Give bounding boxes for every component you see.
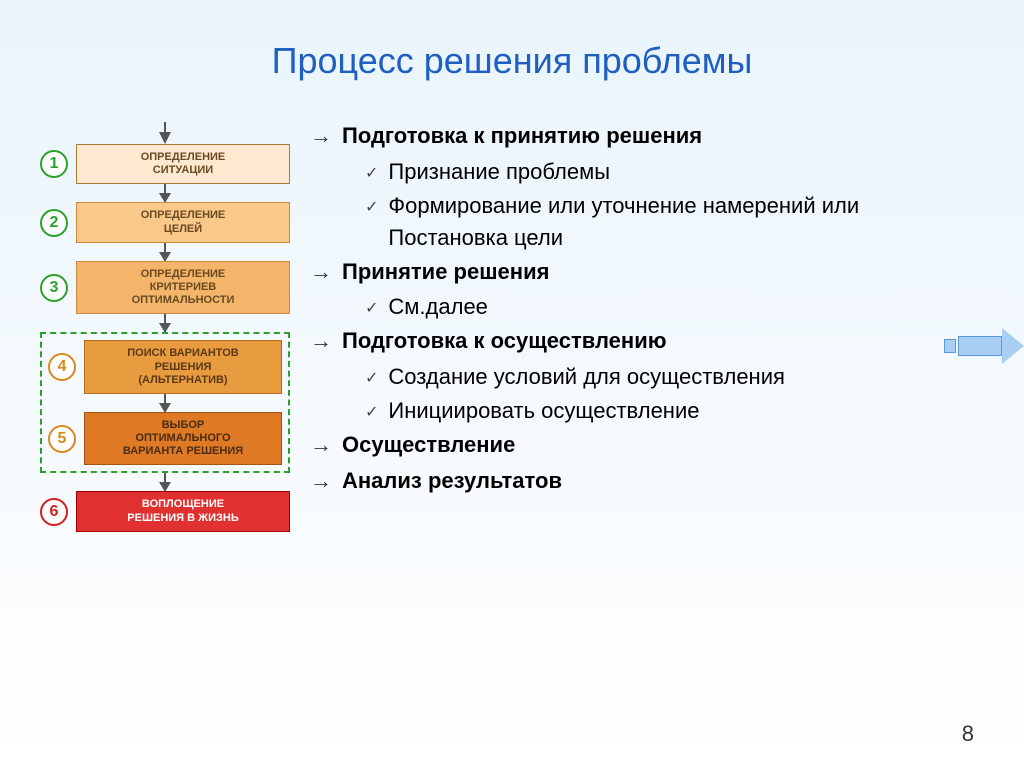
- page-number: 8: [962, 721, 974, 747]
- arrow-bullet-icon: →: [310, 325, 332, 357]
- arrow-bullet-icon: →: [310, 429, 332, 461]
- bullet-text: Осуществление: [342, 429, 515, 461]
- dashed-group: 4 ПОИСК ВАРИАНТОВ РЕШЕНИЯ (АЛЬТЕРНАТИВ) 5В…: [40, 332, 290, 473]
- bullet-lvl1: → Подготовка к принятию решения: [310, 120, 984, 152]
- bullet-lvl2: ✓ Признание проблемы: [365, 156, 984, 188]
- arrow-tail: [944, 339, 956, 353]
- flowchart: 1 ОПРЕДЕЛЕНИЕ СИТУАЦИИ 2 ОПРЕДЕЛЕНИЕ ЦЕЛЕЙ 3…: [40, 112, 290, 532]
- step-number: 5: [48, 425, 76, 453]
- flow-connector: [164, 314, 166, 332]
- step-box: ОПРЕДЕЛЕНИЕ СИТУАЦИИ: [76, 144, 290, 184]
- flow-step: 4 ПОИСК ВАРИАНТОВ РЕШЕНИЯ (АЛЬТЕРНАТИВ): [48, 340, 282, 394]
- bullet-lvl1: → Осуществление: [310, 429, 984, 461]
- bullet-text: Подготовка к осуществлению: [342, 325, 667, 357]
- bullet-lvl2: ✓ Инициировать осуществление: [365, 395, 984, 427]
- check-bullet-icon: ✓: [365, 401, 378, 424]
- flow-connector: [164, 473, 166, 491]
- bullet-lvl2: ✓ См.далее: [365, 291, 984, 323]
- slide-title: Процесс решения проблемы: [40, 40, 984, 82]
- bullet-text: Признание проблемы: [388, 156, 610, 188]
- step-box: ВЫБОР ОПТИМАЛЬНОГО ВАРИАНТА РЕШЕНИЯ: [84, 412, 282, 466]
- arrow-bullet-icon: →: [310, 120, 332, 152]
- step-box: ВОПЛОЩЕНИЕ РЕШЕНИЯ В ЖИЗНЬ: [76, 491, 290, 531]
- bullet-lvl1: → Анализ результатов: [310, 465, 984, 497]
- bullet-text: См.далее: [388, 291, 488, 323]
- arrow-shaft: [958, 336, 1002, 356]
- bullet-text: Создание условий для осуществления: [388, 361, 785, 393]
- check-bullet-icon: ✓: [365, 297, 378, 320]
- flow-connector: [164, 184, 166, 202]
- bullet-text: Подготовка к принятию решения: [342, 120, 702, 152]
- flow-step: 2 ОПРЕДЕЛЕНИЕ ЦЕЛЕЙ: [40, 202, 290, 242]
- flow-connector: [164, 243, 166, 261]
- bullet-text: Анализ результатов: [342, 465, 562, 497]
- bullet-text: Принятие решения: [342, 256, 549, 288]
- step-number: 3: [40, 274, 68, 302]
- bullet-lvl2: ✓ Формирование или уточнение намерений ил…: [365, 190, 984, 254]
- flow-step: 1 ОПРЕДЕЛЕНИЕ СИТУАЦИИ: [40, 144, 290, 184]
- step-number: 6: [40, 498, 68, 526]
- step-number: 4: [48, 353, 76, 381]
- arrow-bullet-icon: →: [310, 465, 332, 497]
- arrow-bullet-icon: →: [310, 256, 332, 288]
- check-bullet-icon: ✓: [365, 367, 378, 390]
- arrow-head: [1002, 328, 1024, 364]
- bullet-lvl1: → Подготовка к осуществлению: [310, 325, 984, 357]
- bullet-list: → Подготовка к принятию решения ✓ Признание…: [310, 112, 984, 501]
- step-box: ПОИСК ВАРИАНТОВ РЕШЕНИЯ (АЛЬТЕРНАТИВ): [84, 340, 282, 394]
- bullet-text: Формирование или уточнение намерений или…: [388, 190, 984, 254]
- next-arrow-icon: [944, 328, 1024, 364]
- step-number: 2: [40, 209, 68, 237]
- bullet-lvl1: → Принятие решения: [310, 256, 984, 288]
- slide: Процесс решения проблемы 1 ОПРЕДЕЛЕНИЕ СИ…: [0, 0, 1024, 767]
- flow-step: 6 ВОПЛОЩЕНИЕ РЕШЕНИЯ В ЖИЗНЬ: [40, 491, 290, 531]
- bullet-lvl2: ✓ Создание условий для осуществления: [365, 361, 984, 393]
- check-bullet-icon: ✓: [365, 196, 378, 219]
- step-box: ОПРЕДЕЛЕНИЕ КРИТЕРИЕВ ОПТИМАЛЬНОСТИ: [76, 261, 290, 315]
- flow-step: 3 ОПРЕДЕЛЕНИЕ КРИТЕРИЕВ ОПТИМАЛЬНОСТИ: [40, 261, 290, 315]
- step-box: ОПРЕДЕЛЕНИЕ ЦЕЛЕЙ: [76, 202, 290, 242]
- check-bullet-icon: ✓: [365, 162, 378, 185]
- flow-step: 5 ВЫБОР ОПТИМАЛЬНОГО ВАРИАНТА РЕШЕНИЯ: [48, 412, 282, 466]
- step-number: 1: [40, 150, 68, 178]
- content-row: 1 ОПРЕДЕЛЕНИЕ СИТУАЦИИ 2 ОПРЕДЕЛЕНИЕ ЦЕЛЕЙ 3…: [40, 112, 984, 532]
- bullet-text: Инициировать осуществление: [388, 395, 699, 427]
- flow-connector: [164, 394, 166, 412]
